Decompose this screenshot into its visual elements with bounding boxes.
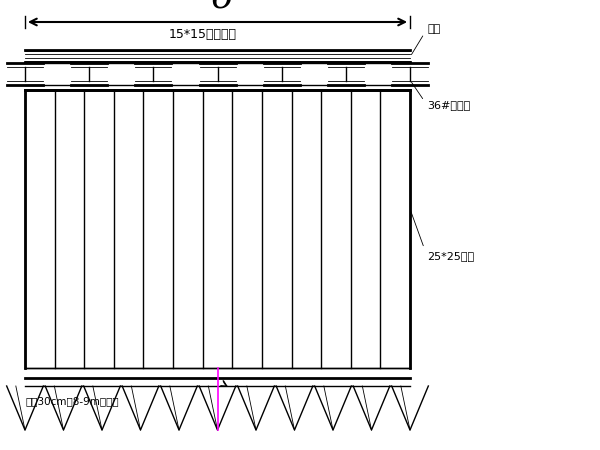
Text: 6: 6 <box>211 0 234 14</box>
Text: 15*15方木桥面: 15*15方木桥面 <box>169 27 236 40</box>
Text: 36#工字锂: 36#工字锂 <box>412 82 470 110</box>
Text: 栏海: 栏海 <box>412 24 440 54</box>
Text: 25*25方木: 25*25方木 <box>411 212 474 261</box>
Text: 直径30cm长8-9m圆木桦: 直径30cm长8-9m圆木桦 <box>25 396 119 406</box>
